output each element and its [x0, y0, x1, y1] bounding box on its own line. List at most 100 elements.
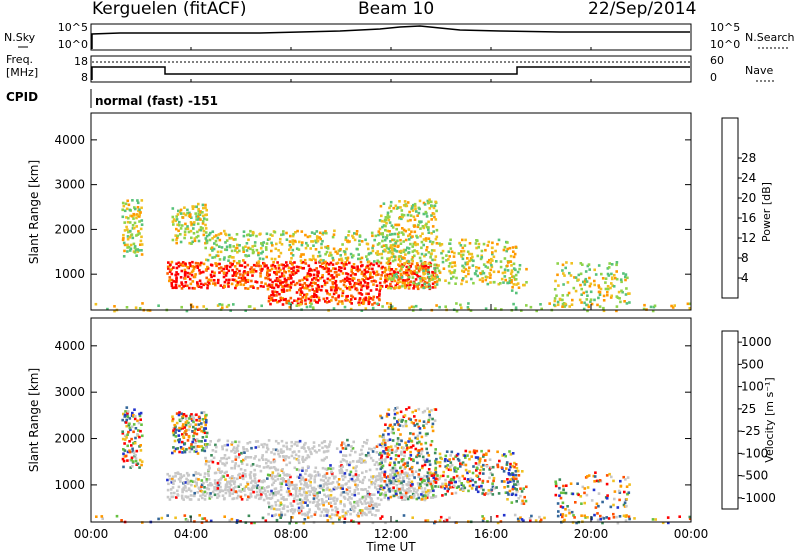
- velocity-cell: [203, 427, 206, 430]
- power-cell: [408, 233, 412, 236]
- power-cell: [427, 220, 430, 224]
- power-cell: [335, 288, 338, 292]
- velocity-cell: [189, 479, 193, 483]
- velocity-cell: [443, 487, 447, 490]
- velocity-cell: [308, 500, 312, 504]
- velocity-cell: [370, 482, 373, 486]
- power-cell: [469, 309, 473, 312]
- velocity-cell: [191, 430, 194, 433]
- velocity-cell: [458, 479, 461, 483]
- power-cell: [137, 230, 140, 233]
- velocity-cell: [404, 474, 408, 477]
- velocity-cell: [223, 471, 227, 475]
- power-cell: [188, 277, 192, 281]
- power-cell: [337, 268, 341, 272]
- velocity-cell: [232, 497, 236, 500]
- power-cell: [216, 254, 220, 258]
- power-cell: [621, 290, 624, 294]
- velocity-cell: [371, 521, 375, 525]
- velocity-cell: [372, 503, 375, 507]
- power-cell: [468, 259, 471, 263]
- power-cell: [326, 292, 329, 295]
- velocity-cell: [329, 494, 333, 497]
- power-cell: [274, 267, 278, 270]
- power-cell: [367, 292, 370, 296]
- power-cell: [224, 248, 227, 251]
- power-cell: [516, 270, 520, 274]
- velocity-cell: [329, 497, 332, 500]
- power-cell: [181, 216, 185, 219]
- velocity-cell: [423, 409, 427, 413]
- power-cell: [178, 284, 181, 288]
- velocity-cell: [138, 466, 141, 469]
- power-cell: [491, 251, 494, 254]
- velocity-cell: [171, 451, 174, 455]
- velocity-cell: [397, 418, 401, 422]
- velocity-cell: [583, 501, 586, 505]
- velocity-cell: [236, 494, 240, 498]
- power-cell: [430, 242, 434, 246]
- velocity-cell: [306, 486, 310, 489]
- velocity-cell: [364, 454, 368, 457]
- power-cell: [370, 231, 374, 235]
- velocity-cell: [350, 477, 354, 481]
- power-cell: [466, 261, 470, 264]
- power-cell: [228, 233, 231, 237]
- velocity-cell: [393, 416, 396, 420]
- velocity-cell: [447, 468, 451, 471]
- velocity-cell: [338, 518, 341, 521]
- velocity-cell: [334, 502, 337, 505]
- power-cell: [337, 294, 341, 297]
- power-cell: [126, 237, 130, 241]
- power-cell: [288, 248, 291, 251]
- velocity-cell: [430, 474, 434, 477]
- velocity-cell: [330, 472, 334, 475]
- velocity-cell: [121, 457, 125, 461]
- power-cell: [409, 283, 412, 287]
- power-cell: [389, 204, 393, 208]
- power-cell: [449, 238, 452, 242]
- power-cell: [431, 282, 435, 286]
- power-cell: [317, 285, 320, 289]
- power-cell: [424, 269, 428, 272]
- velocity-cell: [213, 488, 216, 491]
- power-cell: [334, 297, 337, 300]
- power-cell: [387, 247, 391, 251]
- velocity-cell: [409, 432, 412, 435]
- power-cell: [316, 284, 320, 287]
- power-cell: [240, 264, 244, 267]
- velocity-cell: [405, 424, 408, 428]
- power-cell: [277, 264, 281, 267]
- velocity-cell: [402, 424, 405, 428]
- power-cell: [642, 307, 646, 311]
- velocity-cell: [280, 511, 283, 514]
- power-cell: [411, 250, 415, 253]
- power-cell: [131, 214, 134, 218]
- colorbar-tick-label: 12: [741, 231, 756, 245]
- velocity-cell: [433, 419, 437, 422]
- power-cell: [396, 271, 400, 274]
- velocity-cell: [506, 478, 509, 481]
- velocity-cell: [624, 519, 628, 522]
- velocity-cell: [567, 508, 571, 512]
- power-cell: [416, 225, 420, 229]
- power-cell: [293, 283, 297, 287]
- power-cell: [491, 246, 494, 250]
- power-cell: [199, 210, 202, 213]
- power-cell: [134, 248, 138, 252]
- power-cell: [285, 289, 289, 292]
- velocity-cell: [522, 502, 526, 505]
- velocity-cell: [257, 493, 261, 497]
- velocity-cell: [349, 477, 352, 481]
- velocity-cell: [420, 442, 423, 446]
- velocity-cell: [425, 458, 429, 462]
- power-cell: [385, 279, 388, 283]
- power-cell: [284, 271, 287, 274]
- velocity-cell: [318, 491, 321, 494]
- power-cell: [249, 234, 252, 237]
- power-cell: [610, 272, 613, 276]
- velocity-cell: [238, 476, 242, 479]
- velocity-cell: [274, 439, 278, 443]
- power-cell: [251, 274, 254, 277]
- velocity-cell: [428, 459, 431, 463]
